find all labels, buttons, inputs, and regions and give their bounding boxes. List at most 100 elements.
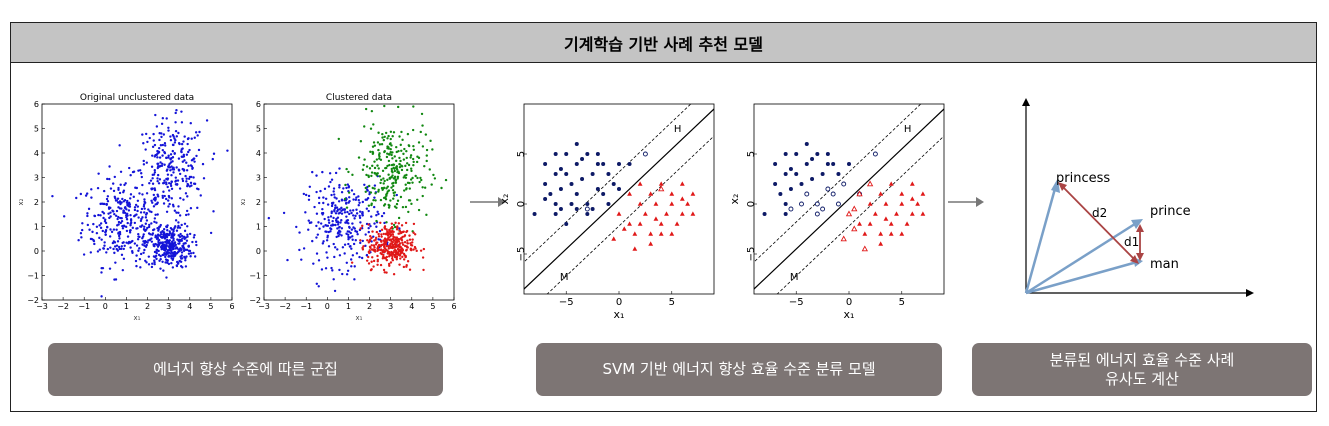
data-point <box>405 173 408 177</box>
y-tick-label: −5 <box>746 247 757 262</box>
data-point <box>181 237 184 240</box>
data-point <box>359 221 362 224</box>
class-a-point <box>794 152 799 156</box>
data-point <box>397 249 400 252</box>
data-point <box>395 167 398 170</box>
data-point <box>411 238 414 241</box>
data-point <box>180 121 184 124</box>
data-point <box>167 189 171 192</box>
data-point <box>331 269 334 272</box>
data-point <box>377 148 380 152</box>
data-point <box>134 259 138 263</box>
data-point <box>166 239 170 243</box>
class-a-point <box>543 197 548 201</box>
data-point <box>97 172 100 175</box>
data-point <box>120 253 124 257</box>
data-point <box>387 147 390 150</box>
data-point <box>307 194 311 198</box>
data-point <box>182 198 185 201</box>
data-point <box>171 232 174 235</box>
data-point <box>95 225 99 228</box>
data-point <box>400 164 403 167</box>
class-b-point <box>920 191 926 196</box>
class-b-point <box>857 221 862 226</box>
data-point <box>174 176 178 179</box>
data-point <box>194 131 198 134</box>
data-point <box>167 262 171 266</box>
data-point <box>298 231 301 234</box>
data-point <box>332 187 336 190</box>
princess-vector-head <box>1051 178 1060 193</box>
data-point <box>340 234 343 237</box>
data-point <box>151 201 154 204</box>
data-point <box>182 153 186 157</box>
data-point <box>161 154 164 157</box>
x-tick-label: −5 <box>559 297 574 308</box>
data-point <box>345 215 348 218</box>
data-point <box>378 175 382 178</box>
data-point <box>100 238 103 241</box>
data-point <box>156 156 159 159</box>
d2-arrowhead-bottom <box>1130 255 1139 264</box>
data-point <box>178 249 181 253</box>
data-point <box>154 153 157 157</box>
data-point <box>180 251 184 254</box>
data-point <box>169 158 172 161</box>
data-point <box>113 251 116 255</box>
data-point <box>384 238 387 241</box>
data-point <box>128 166 131 170</box>
data-point <box>179 264 183 268</box>
data-point <box>422 268 425 272</box>
caption-clustering: 에너지 향상 수준에 따른 군집 <box>48 343 443 396</box>
data-point <box>361 239 364 243</box>
data-point <box>162 253 166 257</box>
class-b-point <box>648 231 654 236</box>
data-point <box>403 244 407 248</box>
data-point <box>153 171 157 174</box>
class-b-point <box>653 201 659 206</box>
class-b-point <box>679 181 685 186</box>
x-axis-label: x₁ <box>844 308 855 321</box>
data-point <box>391 151 394 154</box>
data-point <box>129 197 132 200</box>
data-point <box>333 289 337 293</box>
data-point <box>157 243 161 246</box>
data-point <box>392 273 396 276</box>
data-point <box>123 244 126 248</box>
data-point <box>169 153 173 156</box>
data-point <box>371 186 374 190</box>
data-point <box>337 137 340 141</box>
data-point <box>333 255 336 259</box>
data-point <box>390 144 393 147</box>
data-point <box>403 189 406 192</box>
data-point <box>170 187 174 191</box>
data-point <box>390 250 393 254</box>
data-point <box>315 252 319 255</box>
data-point <box>372 235 375 238</box>
class-b-point <box>690 211 696 216</box>
support-vector-circle <box>642 151 648 157</box>
data-point <box>416 176 419 180</box>
data-point <box>311 170 314 174</box>
class-a-point <box>611 182 616 186</box>
data-point <box>408 268 412 271</box>
data-point <box>129 193 133 196</box>
data-point <box>417 208 421 212</box>
data-point <box>372 265 375 268</box>
data-point <box>109 206 112 210</box>
data-point <box>416 155 419 158</box>
data-point <box>159 267 162 270</box>
data-point <box>367 241 371 244</box>
data-point <box>400 168 404 172</box>
x-tick-label: −2 <box>57 302 69 311</box>
y-tick-label: 5 <box>256 125 261 134</box>
data-point <box>108 267 112 270</box>
data-point <box>412 148 416 152</box>
data-point <box>357 198 360 202</box>
data-point <box>158 165 161 168</box>
data-point <box>401 205 405 209</box>
data-point <box>96 186 100 190</box>
data-point <box>368 184 371 188</box>
data-point <box>127 201 131 204</box>
data-point <box>129 174 132 177</box>
